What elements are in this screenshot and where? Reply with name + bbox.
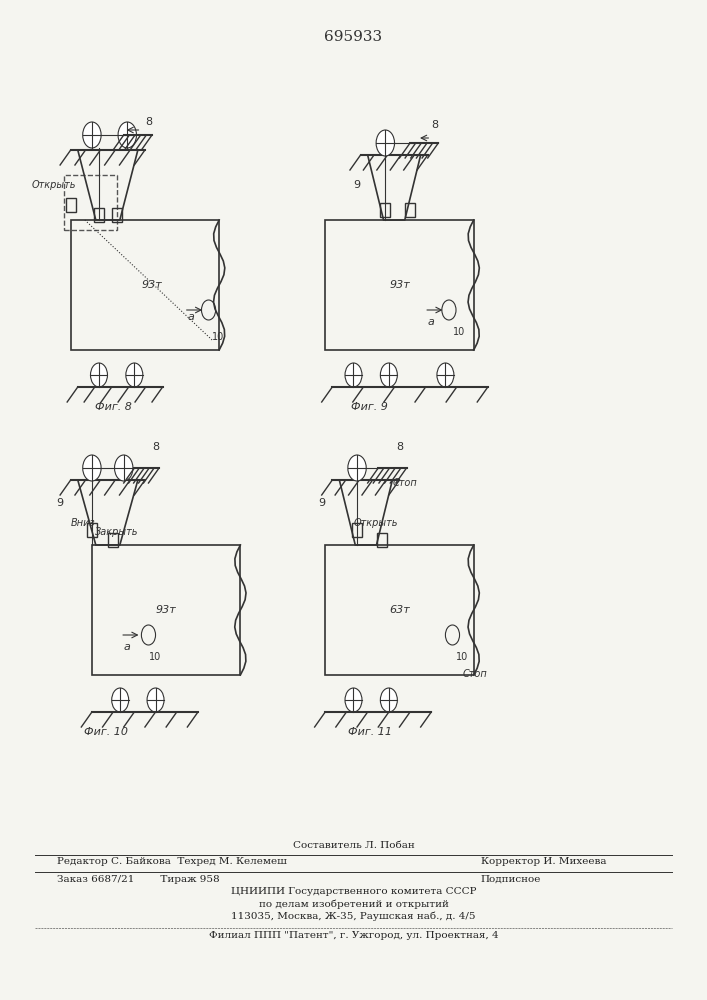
Text: Вниз: Вниз [71, 518, 95, 527]
Text: 93т: 93т [389, 280, 410, 290]
Text: 9: 9 [57, 498, 64, 508]
Text: Фиг. 10: Фиг. 10 [84, 727, 128, 737]
Text: Заказ 6687/21        Тираж 958: Заказ 6687/21 Тираж 958 [57, 874, 219, 884]
Text: 8: 8 [396, 442, 403, 452]
Text: 10: 10 [212, 332, 224, 342]
Bar [112, 208, 122, 222]
Text: Стоп: Стоп [463, 669, 488, 679]
Text: Открыть: Открыть [32, 180, 76, 190]
Text: Составитель Л. Побан: Составитель Л. Побан [293, 840, 414, 850]
Circle shape [437, 363, 454, 387]
Text: Открыть: Открыть [354, 518, 398, 527]
Text: 695933: 695933 [325, 30, 382, 44]
Text: 93т: 93т [156, 605, 177, 615]
Text: 113035, Москва, Ж-35, Раушская наб., д. 4/5: 113035, Москва, Ж-35, Раушская наб., д. … [231, 911, 476, 921]
Text: 9: 9 [354, 180, 361, 190]
Circle shape [376, 130, 395, 156]
Circle shape [118, 122, 136, 148]
Text: Подписное: Подписное [481, 874, 541, 884]
Text: 9: 9 [318, 498, 325, 508]
Circle shape [348, 455, 366, 481]
Bar [377, 533, 387, 547]
Text: ЦНИИПИ Государственного комитета СССР: ЦНИИПИ Государственного комитета СССР [230, 888, 477, 896]
Text: 10: 10 [456, 652, 468, 662]
Circle shape [345, 688, 362, 712]
Bar [92, 545, 240, 675]
Text: Фиг. 9: Фиг. 9 [351, 402, 388, 412]
Circle shape [115, 455, 133, 481]
Text: Фиг. 8: Фиг. 8 [95, 402, 132, 412]
Circle shape [112, 688, 129, 712]
Text: 63т: 63т [389, 605, 410, 615]
Text: Редактор С. Байкова  Техред М. Келемеш: Редактор С. Байкова Техред М. Келемеш [57, 857, 286, 866]
Text: а: а [124, 642, 131, 652]
Text: 8: 8 [431, 120, 438, 130]
Bar [66, 198, 76, 212]
Bar [94, 208, 104, 222]
Text: Закрыть: Закрыть [95, 527, 139, 537]
Text: 93т: 93т [142, 280, 163, 290]
Circle shape [380, 363, 397, 387]
Bar [325, 220, 474, 350]
Bar [405, 203, 415, 217]
Circle shape [83, 122, 101, 148]
Circle shape [90, 363, 107, 387]
Circle shape [83, 455, 101, 481]
Text: 8: 8 [145, 117, 152, 127]
Bar [71, 220, 219, 350]
Text: Корректор И. Михеева: Корректор И. Михеева [481, 857, 607, 866]
Bar [87, 523, 97, 537]
Text: а: а [187, 312, 194, 322]
Text: Филиал ППП "Патент", г. Ужгород, ул. Проектная, 4: Филиал ППП "Патент", г. Ужгород, ул. Про… [209, 930, 498, 940]
Bar [380, 203, 390, 217]
Text: 10: 10 [148, 652, 160, 662]
Circle shape [345, 363, 362, 387]
Circle shape [147, 688, 164, 712]
Bar [64, 175, 117, 230]
Text: Фиг. 11: Фиг. 11 [348, 727, 392, 737]
Circle shape [126, 363, 143, 387]
Text: Стоп: Стоп [392, 478, 417, 488]
Bar [108, 533, 118, 547]
Bar [325, 545, 474, 675]
Circle shape [380, 688, 397, 712]
Text: по делам изобретений и открытий: по делам изобретений и открытий [259, 899, 448, 909]
Text: 10: 10 [452, 327, 464, 337]
Bar [352, 523, 362, 537]
Text: 8: 8 [152, 442, 159, 452]
Text: а: а [428, 317, 435, 327]
